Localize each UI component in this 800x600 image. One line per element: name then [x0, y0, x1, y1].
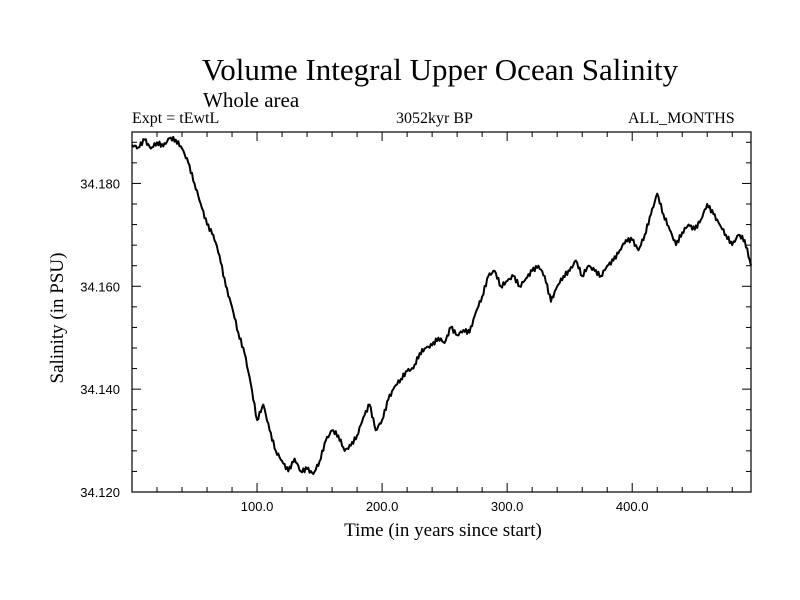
x-axis-label: Time (in years since start) — [344, 520, 542, 541]
y-tick-label: 34.160 — [80, 279, 120, 294]
y-tick-label: 34.120 — [80, 485, 120, 500]
y-axis-label: Salinity (in PSU) — [47, 252, 68, 384]
x-tick-label: 400.0 — [616, 499, 649, 514]
chart-subtitle: Whole area — [203, 88, 300, 112]
y-tick-label: 34.180 — [80, 176, 120, 191]
x-tick-label: 300.0 — [491, 499, 524, 514]
period-label: 3052kyr BP — [396, 110, 473, 127]
chart-title: Volume Integral Upper Ocean Salinity — [201, 52, 679, 87]
months-label: ALL_MONTHS — [628, 110, 735, 127]
salinity-line — [131, 135, 752, 475]
x-tick-label: 200.0 — [366, 499, 399, 514]
y-tick-label: 34.140 — [80, 382, 120, 397]
plot-frame — [131, 131, 752, 493]
experiment-label: Expt = tEwtL — [132, 110, 220, 127]
ticks-layer: 100.0 200.0 300.0 400.0 34.120 34.140 34.160 34… — [80, 132, 751, 514]
x-tick-label: 100.0 — [241, 499, 274, 514]
